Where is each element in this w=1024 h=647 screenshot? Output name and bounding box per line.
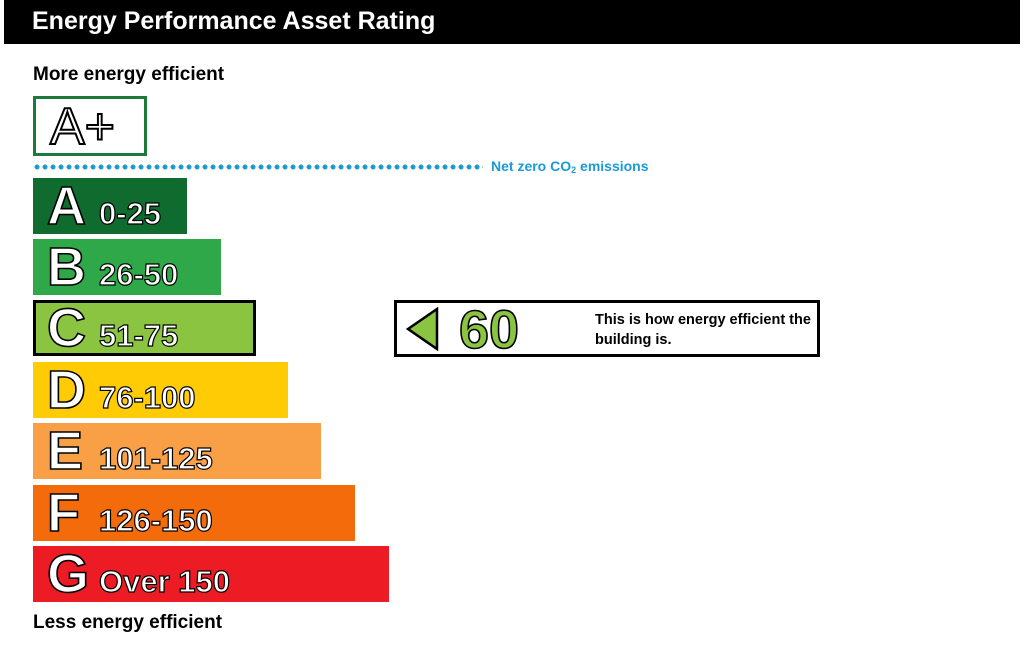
net-zero-label-prefix: Net zero CO xyxy=(491,158,572,174)
net-zero-dotted-line xyxy=(33,164,483,170)
net-zero-label-sub: 2 xyxy=(571,165,577,175)
band-e-letter: E xyxy=(46,420,84,482)
current-rating-value: 60 xyxy=(458,299,520,361)
band-g-letter: G xyxy=(46,543,90,605)
band-d: D 76-100 xyxy=(33,359,288,421)
band-b-letter: B xyxy=(46,236,87,298)
indicator-arrow-icon xyxy=(405,307,439,351)
band-b: B 26-50 xyxy=(33,236,221,298)
band-e: E 101-125 xyxy=(33,420,322,482)
band-c: C 51-75 xyxy=(33,297,257,359)
band-f-range: 126-150 xyxy=(98,502,213,538)
net-zero-label-suffix: emissions xyxy=(576,158,649,174)
more-efficient-label: More energy efficient xyxy=(33,64,225,85)
indicator-caption: This is how energy efficient the buildin… xyxy=(595,312,811,348)
band-a-plus: A+ xyxy=(33,96,147,157)
band-c-letter: C xyxy=(46,297,87,359)
band-c-range: 51-75 xyxy=(98,317,179,353)
less-efficient-label: Less energy efficient xyxy=(33,612,223,633)
current-rating-indicator: 60 This is how energy efficient the buil… xyxy=(394,299,820,361)
band-a-plus-letter: A+ xyxy=(49,97,116,157)
chart-title: Energy Performance Asset Rating xyxy=(32,7,436,35)
band-g: G Over 150 xyxy=(33,543,389,605)
band-f: F 126-150 xyxy=(33,482,355,544)
band-d-letter: D xyxy=(46,359,87,421)
net-zero-label: Net zero CO2 emissions xyxy=(491,158,649,175)
band-a: A 0-25 xyxy=(33,175,187,237)
band-a-letter: A xyxy=(46,175,87,237)
band-g-range: Over 150 xyxy=(98,563,230,599)
band-e-range: 101-125 xyxy=(98,441,213,477)
band-d-range: 76-100 xyxy=(98,379,196,415)
band-b-range: 26-50 xyxy=(98,257,179,293)
band-f-letter: F xyxy=(46,482,81,544)
title-bar: Energy Performance Asset Rating xyxy=(4,0,1020,44)
band-a-range: 0-25 xyxy=(98,195,162,231)
